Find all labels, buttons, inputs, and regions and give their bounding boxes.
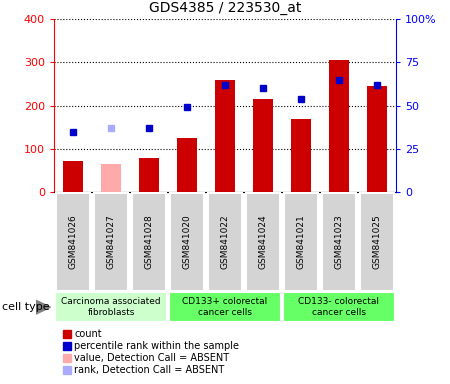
- FancyBboxPatch shape: [208, 193, 242, 291]
- Polygon shape: [36, 300, 50, 314]
- FancyBboxPatch shape: [55, 293, 167, 322]
- FancyBboxPatch shape: [56, 193, 90, 291]
- FancyBboxPatch shape: [170, 193, 204, 291]
- FancyBboxPatch shape: [94, 193, 128, 291]
- Title: GDS4385 / 223530_at: GDS4385 / 223530_at: [149, 2, 301, 15]
- Text: Carcinoma associated
fibroblasts: Carcinoma associated fibroblasts: [61, 298, 161, 317]
- FancyBboxPatch shape: [322, 193, 356, 291]
- FancyBboxPatch shape: [169, 293, 281, 322]
- FancyBboxPatch shape: [246, 193, 280, 291]
- Bar: [291, 119, 311, 192]
- Bar: [215, 80, 235, 192]
- Bar: [367, 86, 387, 192]
- Text: GSM841020: GSM841020: [183, 215, 192, 269]
- Legend: count, percentile rank within the sample, value, Detection Call = ABSENT, rank, : count, percentile rank within the sample…: [59, 326, 243, 379]
- FancyBboxPatch shape: [360, 193, 394, 291]
- FancyBboxPatch shape: [283, 293, 395, 322]
- Text: GSM841021: GSM841021: [297, 215, 306, 269]
- Bar: [176, 138, 198, 192]
- Text: GSM841028: GSM841028: [144, 215, 153, 269]
- Text: cell type: cell type: [2, 302, 50, 312]
- Text: GSM841022: GSM841022: [220, 215, 230, 269]
- Text: GSM841024: GSM841024: [258, 215, 267, 269]
- Bar: [100, 164, 122, 192]
- Text: GSM841027: GSM841027: [107, 215, 116, 269]
- FancyBboxPatch shape: [132, 193, 166, 291]
- Text: CD133+ colorectal
cancer cells: CD133+ colorectal cancer cells: [182, 298, 268, 317]
- Bar: [328, 60, 350, 192]
- Text: CD133- colorectal
cancer cells: CD133- colorectal cancer cells: [298, 298, 379, 317]
- FancyBboxPatch shape: [284, 193, 318, 291]
- Text: GSM841026: GSM841026: [68, 215, 77, 269]
- Text: GSM841023: GSM841023: [334, 215, 343, 269]
- Bar: [63, 161, 83, 192]
- Bar: [252, 99, 274, 192]
- Text: GSM841025: GSM841025: [373, 215, 382, 269]
- Bar: [139, 158, 159, 192]
